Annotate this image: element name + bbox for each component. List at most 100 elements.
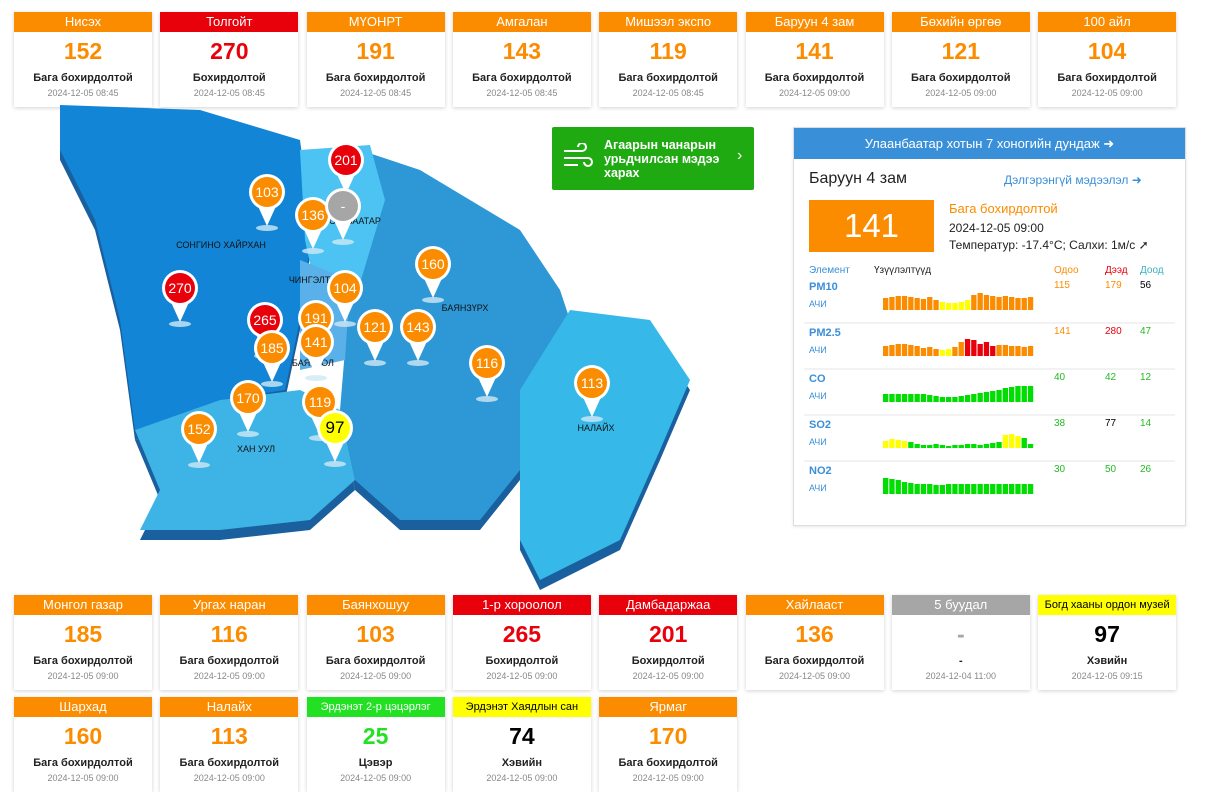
station-status: Бохирдолтой [631,655,705,667]
station-aqi: 97 [1094,621,1120,647]
history-bar [964,300,971,310]
history-bar [1015,298,1021,310]
details-text: Дэлгэрэнгүй мэдээлэл [1004,173,1129,187]
history-bar [990,391,996,402]
map-marker[interactable]: 270 [162,270,198,327]
history-bar [883,298,889,310]
marker-pin [423,276,443,298]
station-name: Баянхошуу [306,595,445,615]
marker-dot [328,191,358,221]
marker-shadow [305,375,327,381]
marker-pin [477,375,497,397]
history-bar [964,444,971,448]
station-status: Бага бохирдолтой [618,757,718,769]
forecast-button[interactable]: Агаарын чанарын урьдчилсан мэдээ харах › [552,127,754,190]
district-label: БАЯНЗҮРХ [442,303,489,313]
station-status: Бага бохирдолтой [325,655,426,667]
history-bar [983,295,990,310]
map-marker[interactable]: 152 [181,411,217,468]
panel-title: Улаанбаатар хотын 7 хоногийн дундаж [864,136,1100,151]
marker-pin [336,172,356,194]
marker-pin [365,339,385,361]
station-aqi: 160 [63,723,103,749]
history-bar [1027,346,1034,356]
history-bar [933,485,939,494]
map-marker[interactable]: 160 [415,246,451,303]
pollutant-max: 179 [1105,280,1122,291]
pollutant-max: 280 [1105,326,1122,337]
map-marker[interactable]: 136 [295,197,331,254]
history-bar [939,350,945,356]
marker-dot [305,387,335,417]
marker-pin [408,339,428,361]
station-aqi: 143 [502,38,542,64]
pollutant-max: 42 [1105,372,1117,383]
history-bar [958,445,964,448]
history-bar [996,484,1002,494]
column-header: Одоо [1054,265,1079,276]
pollutant-table: Элемент Үзүүлэлтүүд Одоо Дээд Доод PM10 АЧИ 115… [804,265,1175,494]
marker-dot [257,333,287,363]
station-time: 2024-12-04 11:00 [925,671,996,681]
station-time: 2024-12-05 09:00 [47,671,119,681]
station-aqi: 103 [356,621,395,647]
history-bar [1002,345,1008,356]
district-label: СОНГИНО ХАЙРХАН [176,239,266,250]
history-bar [895,480,901,494]
map-marker[interactable]: 104 [327,270,363,327]
marker-dot [320,413,350,443]
history-bar [1002,296,1008,310]
chevron: › [737,147,743,164]
map-marker[interactable]: 170 [230,380,266,437]
history-bar [1009,434,1015,448]
marker-dot [298,200,328,230]
history-bar [1021,298,1027,310]
map-marker[interactable]: 121 [357,309,393,366]
map-marker[interactable]: 119 [302,384,338,441]
panel-header[interactable]: Улаанбаатар хотын 7 хоногийн дундаж ➜ [794,128,1185,159]
station-status: Бага бохирдолтой [33,757,133,769]
map-marker[interactable]: 103 [249,174,285,231]
station-card: Богд хааны ордон музей 97 Хэвийн 2024-12-05… [1038,595,1177,690]
map-marker[interactable]: 141 [298,324,334,381]
map-marker[interactable]: 116 [469,345,505,402]
marker-shadow [324,461,346,467]
pollutant-min: 47 [1140,326,1152,337]
station-aqi: 141 [795,38,834,64]
history-bar [920,299,927,310]
history-bar [971,394,977,402]
map-marker[interactable]: 113 [574,365,610,422]
history-bar [895,344,901,356]
history-bar [1021,347,1027,356]
history-bar [983,392,990,402]
marker-dot [301,327,331,357]
history-bar [914,484,920,494]
history-bar [889,439,895,448]
station-aqi: 201 [649,621,688,647]
map-marker[interactable]: 97 [317,410,353,467]
station-aqi: 191 [356,38,395,64]
station-status: Бага бохирдолтой [911,72,1011,84]
history-bar [971,340,977,356]
station-time: 2024-12-05 09:00 [47,773,119,783]
history-bar [908,345,914,356]
marker-value: 97 [326,418,345,437]
history-bar [927,395,933,402]
history-bar [946,303,952,310]
history-bar [1015,436,1021,448]
map-marker[interactable]: - [325,188,361,245]
station-status: Хэвийн [501,757,543,769]
station-time: 2024-12-05 08:45 [486,88,558,98]
history-bar [895,296,901,310]
history-bar [901,394,908,402]
marker-pin [257,204,277,226]
map-marker[interactable]: 143 [400,309,436,366]
pollutant-name: PM2.5 [809,327,841,339]
station-card: Бөхийн өргөө 121 Бага бохирдолтой 2024-12-0… [891,12,1030,107]
details-link[interactable]: Дэлгэрэнгүй мэдээлэл ➜ [1004,173,1142,187]
district-label: СҮХБААТАР [329,216,381,226]
map-marker[interactable]: 185 [254,330,290,387]
pollutant-max: 77 [1105,418,1117,429]
station-card: Налайх 113 Бага бохирдолтой 2024-12-05 09:0… [160,697,299,792]
station-time: 2024-12-05 09:00 [778,671,851,681]
